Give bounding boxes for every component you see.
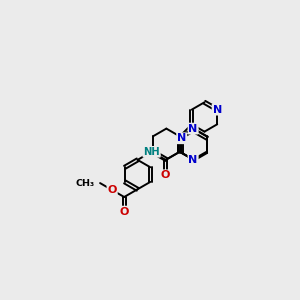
- Text: N: N: [188, 124, 198, 134]
- Text: CH₃: CH₃: [76, 178, 95, 188]
- Text: O: O: [161, 170, 170, 180]
- Text: N: N: [188, 154, 198, 164]
- Text: N: N: [177, 133, 186, 143]
- Text: NH: NH: [143, 147, 160, 157]
- Text: O: O: [119, 207, 129, 217]
- Text: O: O: [107, 185, 117, 195]
- Text: N: N: [213, 105, 222, 115]
